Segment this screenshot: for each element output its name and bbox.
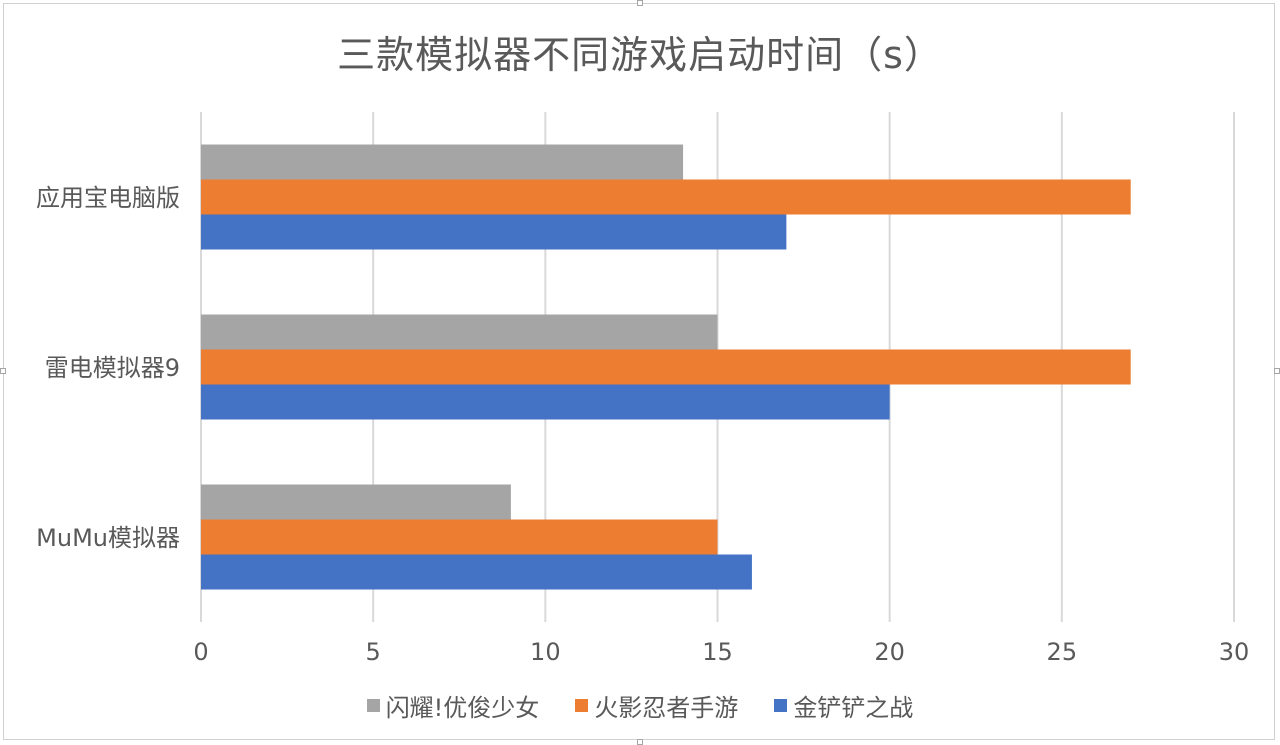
legend-swatch-huoying (575, 699, 589, 712)
bar-1-0 (201, 314, 718, 350)
legend-item-jinchanchan: 金铲铲之战 (774, 688, 913, 723)
bar-2-2 (201, 554, 752, 590)
y-category-label-1: 雷电模拟器9 (45, 354, 180, 382)
x-tick-label-0: 0 (193, 638, 208, 666)
x-tick-label-6: 30 (1219, 638, 1250, 666)
x-tick-label-3: 15 (702, 638, 733, 666)
legend-label-huoying: 火影忍者手游 (594, 694, 739, 722)
y-category-label-2: MuMu模拟器 (36, 524, 180, 552)
bar-1-2 (201, 384, 890, 420)
legend-label-jinchanchan: 金铲铲之战 (793, 694, 914, 722)
legend-label-shanyao: 闪耀!优俊少女 (385, 694, 540, 722)
legend-item-shanyao: 闪耀!优俊少女 (366, 688, 540, 723)
bar-0-0 (201, 144, 684, 180)
legend-swatch-jinchanchan (774, 699, 788, 712)
legend-item-huoying: 火影忍者手游 (575, 688, 738, 723)
resize-handle-top[interactable] (637, 0, 643, 6)
chart-legend: 闪耀!优俊少女 火影忍者手游 金铲铲之战 (0, 688, 1280, 723)
x-tick-label-5: 25 (1047, 638, 1078, 666)
resize-handle-left[interactable] (0, 368, 6, 374)
bar-0-2 (201, 214, 787, 250)
bar-2-0 (201, 484, 511, 520)
chart-title: 三款模拟器不同游戏启动时间（s） (337, 33, 943, 77)
legend-swatch-shanyao (366, 699, 380, 712)
x-tick-label-2: 10 (530, 638, 561, 666)
bar-1-1 (201, 349, 1131, 385)
x-tick-label-1: 5 (366, 638, 381, 666)
bar-2-1 (201, 519, 718, 555)
x-tick-label-4: 20 (874, 638, 905, 666)
bar-0-1 (201, 179, 1131, 215)
y-category-label-0: 应用宝电脑版 (36, 184, 180, 212)
